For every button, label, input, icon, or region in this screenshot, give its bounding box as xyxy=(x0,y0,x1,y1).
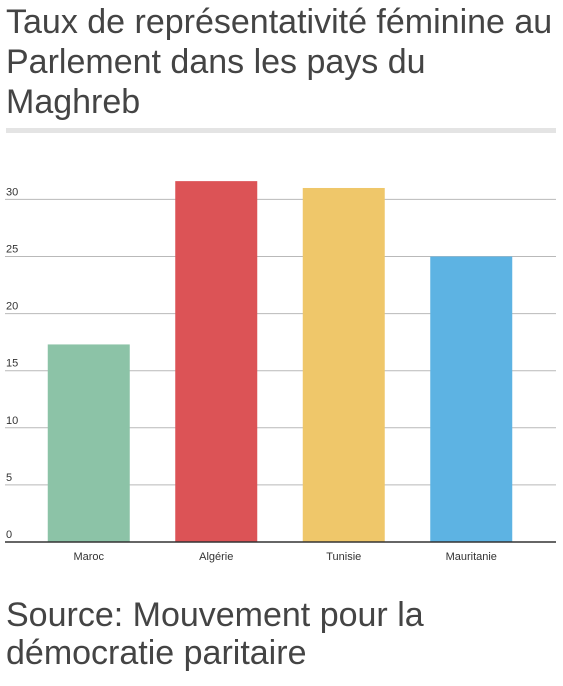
y-tick-label: 0 xyxy=(6,529,12,541)
bars xyxy=(47,181,513,543)
bar-maroc xyxy=(47,344,130,542)
y-tick-label: 20 xyxy=(6,301,18,313)
x-tick-label: Mauritanie xyxy=(446,551,497,563)
y-tick-label: 30 xyxy=(6,186,18,198)
x-tick-label: Algérie xyxy=(199,551,233,563)
bar-mauritanie xyxy=(430,256,513,542)
x-tick-label: Maroc xyxy=(73,551,104,563)
x-tick-label: Tunisie xyxy=(326,551,361,563)
y-axis-tick-labels: 0 5 10 15 20 25 30 xyxy=(6,186,18,541)
y-tick-label: 15 xyxy=(6,358,18,370)
y-tick-label: 10 xyxy=(6,415,18,427)
chart-title: Taux de représentativité féminine au Par… xyxy=(6,3,553,121)
bar-tunisie xyxy=(302,187,385,543)
bar-chart: 0 5 10 15 20 25 30 Maroc Algérie Tunisie Mauritan… xyxy=(5,181,556,563)
x-axis-tick-labels: Maroc Algérie Tunisie Mauritanie xyxy=(73,551,496,563)
y-tick-label: 5 xyxy=(6,472,12,484)
title-divider xyxy=(6,128,556,133)
source-note: Source: Mouvement pour la démocratie par… xyxy=(6,596,424,672)
bar-algérie xyxy=(175,181,258,543)
y-tick-label: 25 xyxy=(6,244,18,256)
